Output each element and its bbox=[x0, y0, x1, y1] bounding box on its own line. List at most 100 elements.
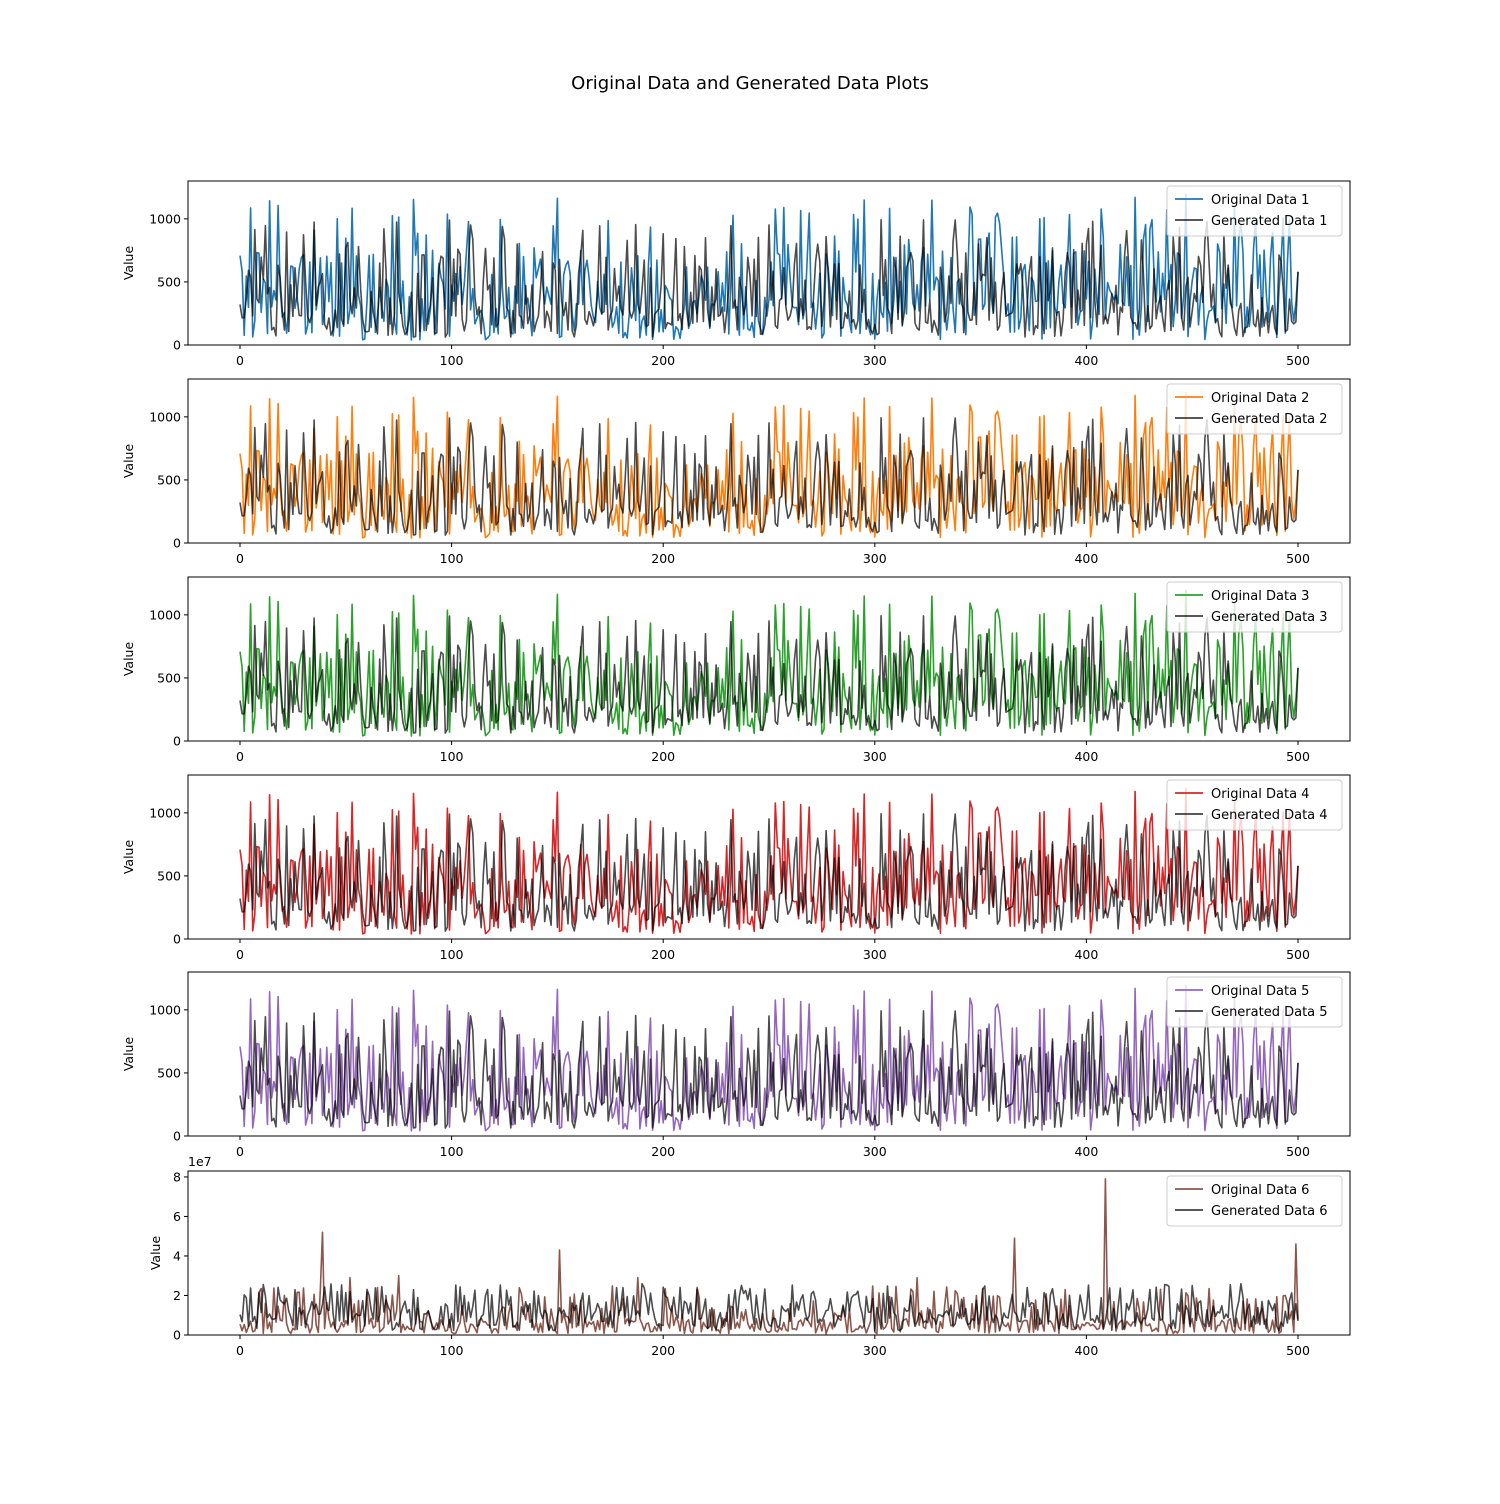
y-tick-label: 500 bbox=[157, 868, 181, 883]
y-tick-label: 1000 bbox=[149, 607, 181, 622]
x-tick-label: 0 bbox=[236, 551, 244, 566]
legend-label: Original Data 4 bbox=[1211, 787, 1309, 802]
y-tick-label: 1000 bbox=[149, 805, 181, 820]
x-tick-label: 400 bbox=[1074, 551, 1098, 566]
legend-label: Generated Data 3 bbox=[1211, 610, 1328, 625]
series-line-original-2 bbox=[239, 391, 1299, 539]
legend-label: Original Data 3 bbox=[1211, 589, 1309, 604]
y-axis-label: Value bbox=[121, 1037, 136, 1072]
x-tick-label: 0 bbox=[236, 749, 244, 764]
x-tick-label: 400 bbox=[1074, 1343, 1098, 1358]
x-tick-label: 400 bbox=[1074, 749, 1098, 764]
y-tick-label: 0 bbox=[173, 932, 181, 947]
x-tick-label: 200 bbox=[651, 1144, 675, 1159]
x-tick-label: 300 bbox=[863, 1144, 887, 1159]
legend-label: Original Data 2 bbox=[1211, 391, 1309, 406]
subplot-4: 0 100 200 300 400 500 0 500 1000 Value Original Da… bbox=[121, 774, 1351, 962]
x-tick-label: 300 bbox=[863, 1343, 887, 1358]
legend-box bbox=[1166, 383, 1343, 435]
legend: Original Data 3 Generated Data 3 bbox=[1166, 581, 1343, 633]
legend-label: Generated Data 1 bbox=[1211, 214, 1328, 229]
legend-box bbox=[1166, 581, 1343, 633]
series-line-original-1 bbox=[239, 193, 1299, 341]
legend-label: Generated Data 6 bbox=[1211, 1204, 1328, 1219]
legend-box bbox=[1166, 779, 1343, 831]
x-tick-label: 500 bbox=[1286, 1144, 1310, 1159]
series-line-generated-5 bbox=[239, 1010, 1299, 1129]
x-tick-label: 200 bbox=[651, 353, 675, 368]
x-tick-label: 0 bbox=[236, 1343, 244, 1358]
legend: Original Data 2 Generated Data 2 bbox=[1166, 383, 1343, 435]
y-tick-label: 0 bbox=[173, 734, 181, 749]
legend-box bbox=[1166, 976, 1343, 1028]
y-tick-label: 0 bbox=[173, 1328, 181, 1343]
subplot-2: 0 100 200 300 400 500 0 500 1000 Value Original Da… bbox=[121, 378, 1351, 566]
y-tick-label: 500 bbox=[157, 472, 181, 487]
x-tick-label: 100 bbox=[440, 947, 464, 962]
y-tick-label: 0 bbox=[173, 1129, 181, 1144]
y-axis-label: Value bbox=[148, 1236, 163, 1271]
axes-frame bbox=[187, 378, 1351, 544]
legend: Original Data 6 Generated Data 6 bbox=[1166, 1175, 1343, 1227]
y-tick-label: 0 bbox=[173, 338, 181, 353]
axes-frame bbox=[187, 774, 1351, 940]
y-tick-label: 1000 bbox=[149, 409, 181, 424]
x-tick-label: 300 bbox=[863, 353, 887, 368]
axes-frame bbox=[187, 180, 1351, 346]
x-tick-label: 200 bbox=[651, 947, 675, 962]
legend-box bbox=[1166, 1175, 1343, 1227]
x-tick-label: 400 bbox=[1074, 947, 1098, 962]
x-tick-label: 200 bbox=[651, 749, 675, 764]
x-tick-label: 200 bbox=[651, 551, 675, 566]
x-tick-label: 500 bbox=[1286, 353, 1310, 368]
x-tick-label: 500 bbox=[1286, 1343, 1310, 1358]
y-tick-label: 6 bbox=[173, 1209, 181, 1224]
subplot-5: 0 100 200 300 400 500 0 500 1000 Value Original Da… bbox=[121, 971, 1351, 1159]
x-tick-label: 300 bbox=[863, 947, 887, 962]
series-line-generated-4 bbox=[239, 813, 1299, 932]
y-offset-text: 1e7 bbox=[188, 1154, 212, 1169]
x-tick-label: 0 bbox=[236, 1144, 244, 1159]
x-tick-label: 400 bbox=[1074, 353, 1098, 368]
legend: Original Data 5 Generated Data 5 bbox=[1166, 976, 1343, 1028]
x-tick-label: 100 bbox=[440, 551, 464, 566]
axes-frame bbox=[187, 576, 1351, 742]
legend-box bbox=[1166, 185, 1343, 237]
legend-label: Generated Data 5 bbox=[1211, 1005, 1328, 1020]
y-axis-label: Value bbox=[121, 840, 136, 875]
subplot-3: 0 100 200 300 400 500 0 500 1000 Value Original Da… bbox=[121, 576, 1351, 764]
y-axis-label: Value bbox=[121, 246, 136, 281]
x-tick-label: 400 bbox=[1074, 1144, 1098, 1159]
y-tick-label: 0 bbox=[173, 536, 181, 551]
legend-label: Original Data 1 bbox=[1211, 193, 1309, 208]
x-tick-label: 100 bbox=[440, 749, 464, 764]
x-tick-label: 300 bbox=[863, 749, 887, 764]
legend: Original Data 4 Generated Data 4 bbox=[1166, 779, 1343, 831]
y-tick-label: 4 bbox=[173, 1248, 181, 1263]
y-tick-label: 500 bbox=[157, 274, 181, 289]
x-tick-label: 100 bbox=[440, 353, 464, 368]
x-tick-label: 0 bbox=[236, 353, 244, 368]
subplot-1: 0 100 200 300 400 500 0 500 1000 Value Original Da… bbox=[121, 180, 1351, 368]
series-line-generated-6 bbox=[239, 1282, 1299, 1332]
x-tick-label: 100 bbox=[440, 1343, 464, 1358]
legend-label: Original Data 6 bbox=[1211, 1183, 1309, 1198]
figure-title: Original Data and Generated Data Plots bbox=[571, 73, 929, 94]
axes-frame bbox=[187, 1170, 1351, 1336]
series-line-generated-1 bbox=[239, 219, 1299, 338]
y-axis-label: Value bbox=[121, 642, 136, 677]
legend-label: Original Data 5 bbox=[1211, 984, 1309, 999]
series-line-original-3 bbox=[239, 589, 1299, 737]
series-line-original-5 bbox=[239, 984, 1299, 1132]
x-tick-label: 200 bbox=[651, 1343, 675, 1358]
subplot-6: 0 100 200 300 400 500 0 2 4 6 8 Value 1e7 Original Da… bbox=[148, 1154, 1351, 1358]
axes-frame bbox=[187, 971, 1351, 1137]
legend-label: Generated Data 4 bbox=[1211, 808, 1328, 823]
y-tick-label: 500 bbox=[157, 670, 181, 685]
y-tick-label: 500 bbox=[157, 1065, 181, 1080]
series-line-generated-2 bbox=[239, 417, 1299, 536]
y-tick-label: 2 bbox=[173, 1288, 181, 1303]
